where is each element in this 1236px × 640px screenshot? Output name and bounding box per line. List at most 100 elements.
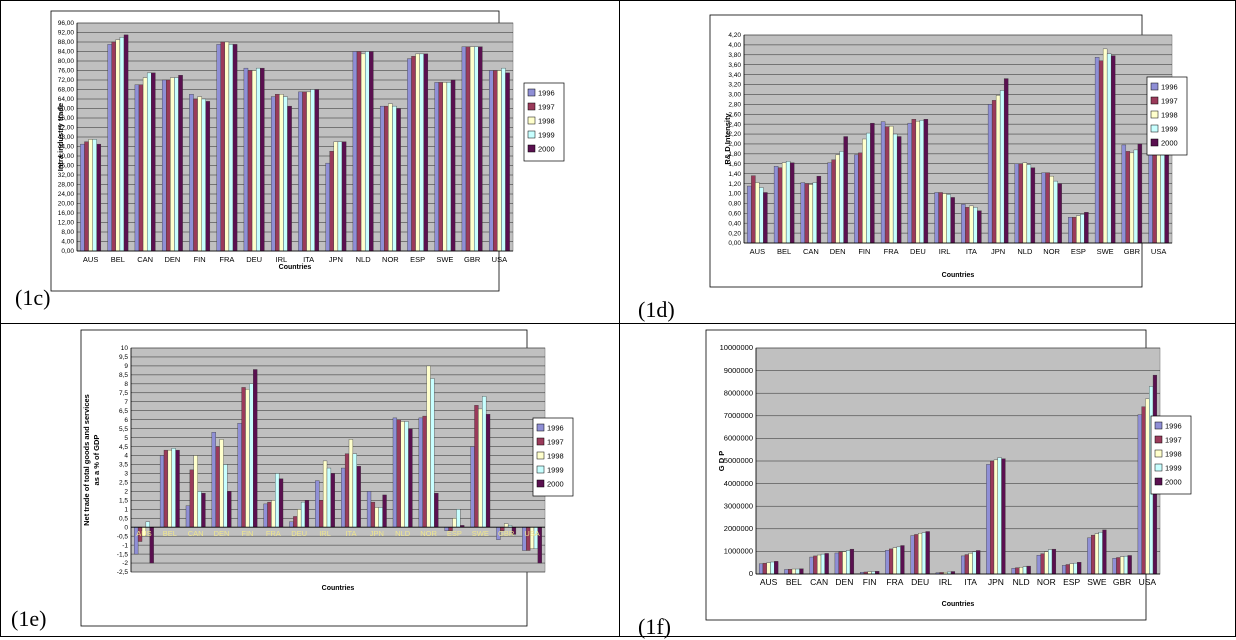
bar xyxy=(896,136,902,244)
bar xyxy=(344,453,350,528)
bar xyxy=(972,551,977,575)
bar xyxy=(223,464,228,528)
y-tick-label: 92,00 xyxy=(58,30,75,37)
bar xyxy=(1084,212,1089,244)
y-tick-label: 36,00 xyxy=(58,163,75,170)
bar xyxy=(482,396,487,528)
bar xyxy=(1080,214,1085,244)
y-tick-label: 20,00 xyxy=(58,201,75,208)
y-tick-label: 2,5 xyxy=(119,480,128,487)
bar xyxy=(1036,555,1041,575)
y-tick-label: 4000000 xyxy=(724,479,753,488)
bar xyxy=(1068,217,1073,244)
bar xyxy=(770,561,775,575)
bar xyxy=(216,44,221,252)
bar xyxy=(1040,553,1045,575)
bar xyxy=(174,77,179,252)
y-tick-label: -0,5 xyxy=(117,533,129,540)
bar xyxy=(1102,529,1107,575)
bar xyxy=(255,67,261,252)
legend-swatch xyxy=(1154,421,1163,430)
bar xyxy=(382,494,387,528)
bar xyxy=(965,207,970,244)
bar xyxy=(434,492,439,528)
bar xyxy=(997,457,1002,575)
x-category-label: SWE xyxy=(472,529,489,538)
y-tick-label: 9000000 xyxy=(724,366,753,375)
bar xyxy=(356,51,362,252)
bar xyxy=(366,491,372,528)
x-category-label: NOR xyxy=(382,255,399,264)
x-axis-title: Countries xyxy=(942,272,975,279)
bar xyxy=(161,79,167,252)
bar xyxy=(145,521,150,528)
y-tick-label: 4,00 xyxy=(728,42,741,49)
y-tick-label: 68,00 xyxy=(58,87,75,94)
legend-swatch xyxy=(1150,124,1159,133)
x-category-label: JPN xyxy=(370,529,384,538)
bar xyxy=(987,104,993,244)
y-tick-label: 9,5 xyxy=(119,354,128,361)
bar xyxy=(504,523,509,528)
bar xyxy=(249,383,254,528)
y-tick-label: 1000000 xyxy=(724,547,753,556)
y-tick-label: 10000000 xyxy=(720,343,753,352)
y-tick-label: 24,00 xyxy=(58,191,75,198)
bar xyxy=(170,77,175,252)
bar xyxy=(341,141,347,252)
x-category-label: ESP xyxy=(1063,577,1080,587)
bar xyxy=(205,101,211,252)
bar xyxy=(185,505,191,528)
bar xyxy=(781,162,787,244)
bar xyxy=(866,132,871,244)
y-tick-label: 2,60 xyxy=(728,111,741,118)
bar xyxy=(119,37,125,252)
bar xyxy=(907,122,913,244)
bar xyxy=(501,67,506,252)
legend-swatch xyxy=(1154,477,1163,486)
bar xyxy=(914,534,919,575)
bar xyxy=(1049,175,1054,244)
bar xyxy=(302,91,307,252)
bar xyxy=(827,162,832,244)
bar xyxy=(892,547,897,575)
x-category-label: AUS xyxy=(750,247,765,256)
y-tick-label: 1 xyxy=(124,506,128,513)
bar xyxy=(813,555,818,575)
x-category-label: NLD xyxy=(356,255,372,264)
y-tick-label: 3,60 xyxy=(728,62,741,69)
bar xyxy=(497,70,502,252)
bar xyxy=(1048,549,1053,575)
x-category-label: FRA xyxy=(884,247,899,256)
chart-net-trade: -2,5 -2 -1,5 -1 -0,5 0 0,5 11,5 2 2,5 3 3,5 4 4,5 5 5,5… xyxy=(80,329,574,627)
bar xyxy=(1112,558,1117,575)
bar xyxy=(1022,566,1027,575)
bar xyxy=(791,568,796,575)
y-axis-title: Net trade of total goods and services xyxy=(82,394,91,526)
y-tick-label: 6,5 xyxy=(119,408,128,415)
y-tick-label: 2,40 xyxy=(728,121,741,128)
bar xyxy=(862,138,867,244)
bar xyxy=(384,105,389,252)
bar xyxy=(824,553,829,575)
bar xyxy=(96,143,102,252)
bar xyxy=(1026,565,1031,575)
bar xyxy=(1019,567,1024,575)
bar xyxy=(415,53,420,252)
bar xyxy=(306,91,311,252)
bar xyxy=(784,569,789,575)
bar xyxy=(812,182,818,244)
legend-label: 1997 xyxy=(1165,436,1182,445)
y-tick-label: 9 xyxy=(124,363,128,370)
y-tick-label: 3000000 xyxy=(724,501,753,510)
x-category-label: FIN xyxy=(194,255,206,264)
bar xyxy=(1022,162,1028,244)
bar xyxy=(392,105,397,252)
x-category-label: NOR xyxy=(1043,247,1060,256)
legend-label: 1996 xyxy=(538,89,555,98)
bar xyxy=(369,51,374,252)
bar xyxy=(474,405,479,528)
x-category-label: NLD xyxy=(395,529,411,538)
bar xyxy=(788,569,793,575)
bar xyxy=(319,500,324,528)
